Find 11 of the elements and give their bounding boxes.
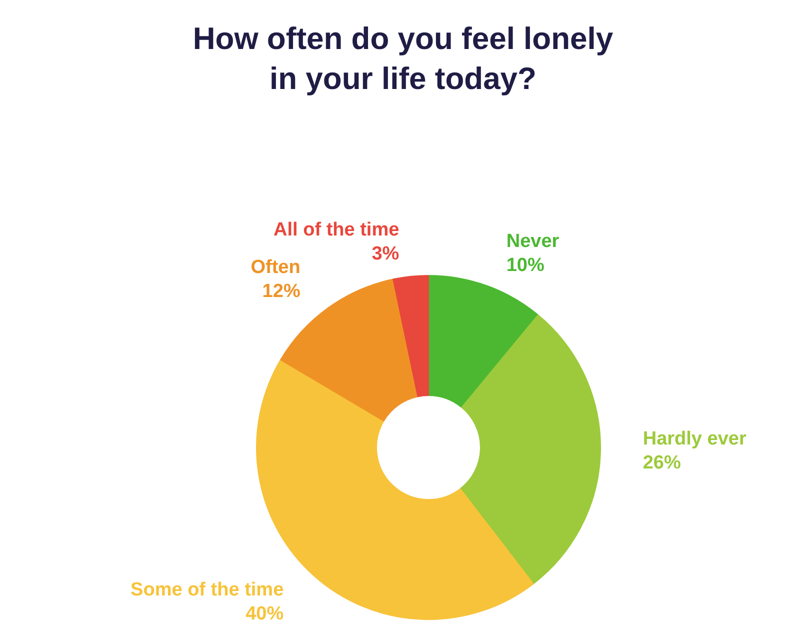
- data-label: 40%: [246, 603, 284, 624]
- data-label: 3%: [372, 244, 400, 265]
- data-label: 10%: [506, 254, 544, 276]
- slice-label: Often: [250, 257, 300, 278]
- data-label: 26%: [642, 452, 682, 474]
- slice-label: Hardly ever: [642, 428, 747, 450]
- data-label: 12%: [262, 281, 300, 302]
- chart-title: How often do you feel lonely in your life today?: [192, 21, 614, 96]
- slice-label: All of the time: [274, 220, 400, 241]
- slice-label: Never: [506, 230, 560, 252]
- slice-label: Some of the time: [130, 579, 284, 600]
